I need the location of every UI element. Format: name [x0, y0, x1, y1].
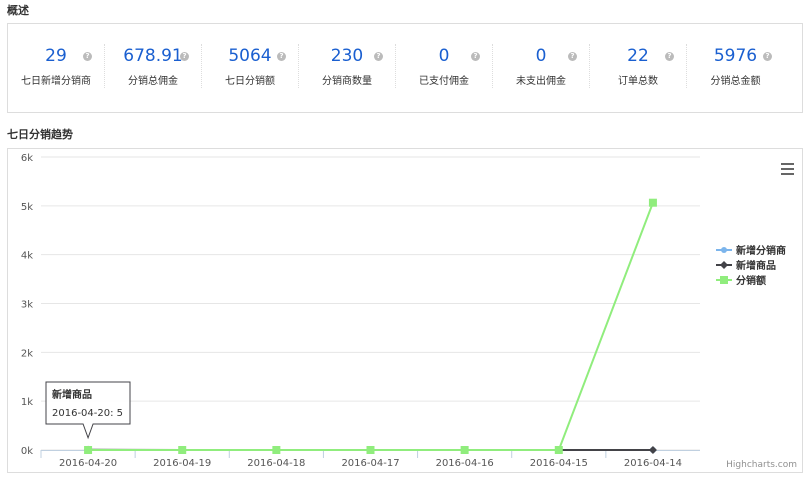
legend-marker	[720, 261, 728, 269]
stat-card: 230?分销商数量	[299, 44, 396, 88]
y-tick-label: 1k	[21, 397, 33, 408]
stat-card: 22?订单总数	[590, 44, 687, 88]
data-point[interactable]	[649, 199, 657, 207]
data-point[interactable]	[367, 446, 375, 454]
stat-label: 已支付佣金	[396, 72, 492, 87]
help-icon[interactable]: ?	[180, 52, 189, 61]
help-icon[interactable]: ?	[277, 52, 286, 61]
legend-item[interactable]: 分销额	[736, 274, 766, 287]
help-icon[interactable]: ?	[763, 52, 772, 61]
overview-title: 概述	[7, 2, 29, 18]
data-point[interactable]	[272, 446, 280, 454]
data-point[interactable]	[649, 446, 657, 454]
y-tick-label: 5k	[21, 202, 33, 213]
help-icon[interactable]: ?	[83, 52, 92, 61]
stat-label: 未支出佣金	[493, 72, 589, 87]
chart-svg: 0k 1k 2k 3k 4k 5k 6k 2016-04-20 2016-04-19 2016-0…	[8, 149, 804, 474]
x-tick-label: 2016-04-18	[247, 458, 305, 469]
data-point[interactable]	[555, 446, 563, 454]
x-tick-label: 2016-04-14	[624, 458, 682, 469]
stat-card: 29?七日新增分销商	[8, 44, 105, 88]
hamburger-menu-icon[interactable]	[781, 163, 794, 165]
stat-label: 分销总金额	[687, 72, 784, 87]
stat-label: 分销商数量	[299, 72, 395, 87]
x-tick-label: 2016-04-20	[59, 458, 117, 469]
legend-marker	[721, 247, 727, 253]
stat-label: 分销总佣金	[105, 72, 201, 87]
data-point[interactable]	[178, 446, 186, 454]
legend-marker	[720, 276, 728, 284]
x-tick-label: 2016-04-15	[530, 458, 588, 469]
y-tick-label: 0k	[21, 446, 33, 457]
y-tick-label: 6k	[21, 153, 33, 164]
data-point[interactable]	[461, 446, 469, 454]
legend-item[interactable]: 新增商品	[736, 259, 776, 272]
y-tick-label: 2k	[21, 348, 33, 359]
x-tick-label: 2016-04-19	[153, 458, 211, 469]
stat-card: 5976?分销总金额	[687, 44, 784, 88]
trend-chart: 0k 1k 2k 3k 4k 5k 6k 2016-04-20 2016-04-19 2016-0…	[7, 148, 803, 473]
stat-card: 678.91?分销总佣金	[105, 44, 202, 88]
data-point[interactable]	[84, 446, 92, 454]
hamburger-menu-icon[interactable]	[781, 173, 794, 175]
stat-label: 七日新增分销商	[8, 72, 104, 87]
y-tick-label: 4k	[21, 251, 33, 262]
stat-card: 0?已支付佣金	[396, 44, 493, 88]
help-icon[interactable]: ?	[471, 52, 480, 61]
legend-item[interactable]: 新增分销商	[736, 244, 786, 257]
help-icon[interactable]: ?	[665, 52, 674, 61]
stat-card: 5064?七日分销额	[202, 44, 299, 88]
help-icon[interactable]: ?	[568, 52, 577, 61]
help-icon[interactable]: ?	[374, 52, 383, 61]
tooltip-value: 2016-04-20: 5	[52, 408, 123, 419]
hamburger-menu-icon[interactable]	[781, 168, 794, 170]
stat-card: 0?未支出佣金	[493, 44, 590, 88]
tooltip-series: 新增商品	[52, 388, 92, 401]
stat-label: 七日分销额	[202, 72, 298, 87]
x-tick-label: 2016-04-16	[436, 458, 494, 469]
x-tick-label: 2016-04-17	[341, 458, 399, 469]
y-tick-label: 3k	[21, 300, 33, 311]
credits-link[interactable]: Highcharts.com	[726, 460, 797, 470]
series-line	[88, 203, 653, 450]
trend-title: 七日分销趋势	[7, 126, 73, 142]
stat-label: 订单总数	[590, 72, 686, 87]
